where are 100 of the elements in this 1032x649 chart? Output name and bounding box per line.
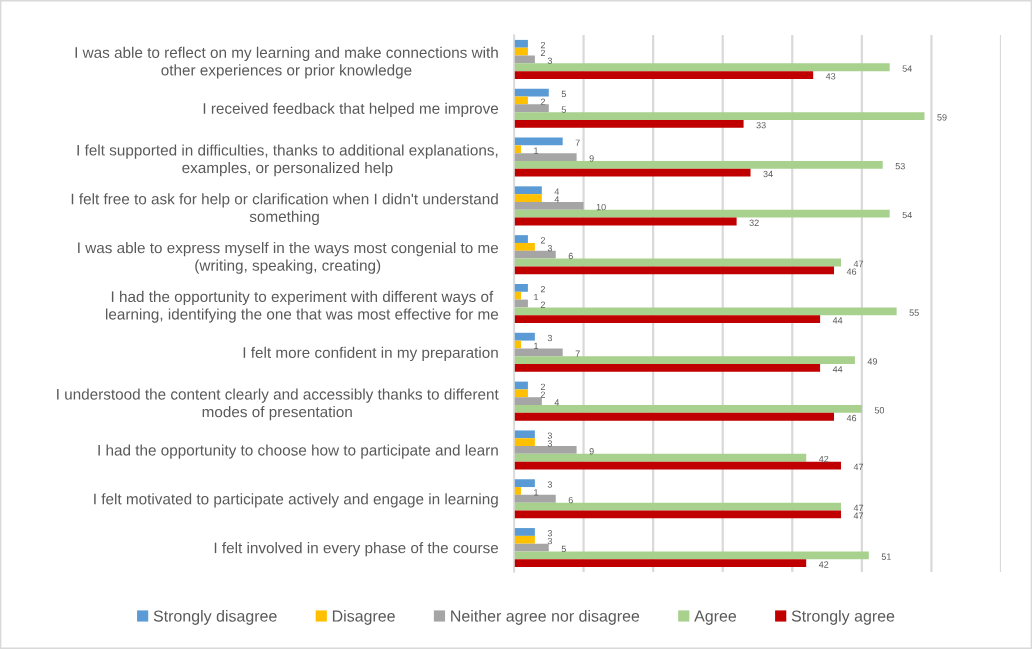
data-label: 1 — [534, 489, 539, 496]
data-label: 7 — [575, 350, 580, 357]
bar — [514, 88, 549, 97]
bar — [514, 446, 577, 454]
bar — [514, 494, 556, 503]
data-label: 2 — [540, 41, 545, 49]
bar — [514, 535, 535, 544]
y-tick-label: I understood the content clearly and accessibly thanks to different modes of presentation — [57, 388, 499, 421]
data-label: 7 — [575, 139, 580, 146]
data-label: 34 — [763, 170, 773, 178]
y-tick-label: I had the opportunity to choose how to participate and learn — [98, 444, 498, 459]
data-label: 6 — [568, 252, 573, 260]
y-tick-label: I felt supported in difficulties, thanks to additional explanations, examples, or personalized help — [77, 144, 498, 177]
bar — [514, 71, 814, 79]
bar — [514, 528, 535, 536]
data-label: 59 — [937, 114, 947, 121]
legend-label: Strongly disagree — [153, 610, 277, 625]
bar — [514, 389, 528, 398]
data-label: 42 — [818, 561, 829, 568]
y-tick-label: I felt more confident in my preparation — [243, 346, 498, 362]
data-label: 44 — [832, 317, 843, 324]
bar — [514, 405, 862, 413]
data-label: 1 — [534, 342, 539, 349]
data-label: 44 — [832, 366, 843, 373]
bar — [514, 112, 925, 120]
bar — [514, 201, 584, 210]
bar — [514, 283, 528, 292]
legend-label: Agree — [694, 610, 737, 625]
bar — [514, 551, 869, 560]
data-label: 3 — [547, 334, 552, 342]
bar — [514, 209, 890, 218]
data-label: 54 — [902, 65, 912, 72]
data-label: 32 — [749, 219, 759, 226]
bar — [514, 242, 535, 251]
y-tick-label: I was able to reflect on my learning and make connections with other experiences or prior knowledge — [75, 46, 498, 79]
bar — [514, 559, 807, 568]
bar — [514, 266, 835, 275]
bar — [514, 63, 890, 72]
data-label: 3 — [547, 481, 552, 488]
bar — [514, 453, 807, 462]
bar — [514, 307, 897, 316]
data-label: 2 — [540, 285, 545, 293]
data-label: 50 — [874, 407, 885, 414]
data-label: 10 — [596, 203, 606, 211]
bar — [514, 168, 751, 177]
bar — [514, 479, 535, 488]
data-label: 2 — [540, 383, 545, 390]
bar — [514, 430, 535, 439]
data-label: 4 — [554, 188, 560, 195]
data-label: 2 — [540, 391, 545, 398]
data-label: 47 — [853, 512, 864, 519]
data-label: 2 — [540, 49, 545, 57]
data-label: 5 — [561, 545, 566, 553]
bar — [514, 332, 535, 341]
data-label: 46 — [846, 414, 857, 422]
bar — [514, 186, 542, 195]
bar — [514, 438, 535, 447]
bar — [514, 119, 744, 128]
data-label: 46 — [846, 268, 857, 275]
bar — [514, 39, 528, 48]
bar — [514, 364, 821, 372]
data-label: 55 — [909, 309, 919, 316]
data-label: 9 — [589, 155, 594, 162]
bar — [514, 153, 577, 161]
y-tick-label: I felt motivated to participate actively and engage in learning — [94, 493, 498, 508]
data-label: 3 — [547, 530, 552, 537]
legend-label: Disagree — [332, 610, 395, 625]
data-label: 4 — [554, 196, 560, 203]
data-label: 3 — [547, 57, 552, 64]
bar — [514, 356, 855, 365]
data-label: 3 — [547, 440, 552, 447]
data-label: 49 — [867, 358, 878, 365]
data-label: 3 — [547, 432, 552, 439]
data-label: 5 — [561, 106, 566, 113]
bar — [514, 235, 528, 243]
data-label: 5 — [561, 90, 566, 98]
bar — [514, 348, 563, 357]
data-label: 2 — [540, 237, 545, 244]
bar — [514, 47, 528, 56]
y-tick-label: I received feedback that helped me improve — [203, 102, 499, 117]
data-label: 51 — [881, 553, 891, 560]
y-tick-label: I had the opportunity to experiment with different ways of learning, identifying the one that was most effective for me — [106, 290, 499, 323]
bar — [514, 412, 835, 421]
y-tick-label: I felt free to ask for help or clarification when I didn't understand something — [71, 193, 498, 226]
bar — [514, 194, 542, 202]
data-label: 2 — [540, 301, 545, 308]
legend-label: Neither agree nor disagree — [451, 610, 640, 625]
bar — [514, 104, 549, 113]
data-label: 9 — [589, 448, 594, 455]
data-label: 33 — [756, 121, 766, 129]
bar — [514, 510, 841, 519]
data-label: 54 — [902, 211, 912, 219]
bar — [514, 397, 542, 406]
legend-label: Strongly agree — [791, 610, 895, 625]
data-label: 47 — [853, 504, 864, 511]
bar — [514, 250, 556, 259]
data-label: 3 — [547, 244, 552, 252]
y-tick-label: I felt involved in every phase of the course — [214, 542, 499, 557]
bar — [514, 160, 883, 169]
data-label: 1 — [534, 293, 539, 301]
